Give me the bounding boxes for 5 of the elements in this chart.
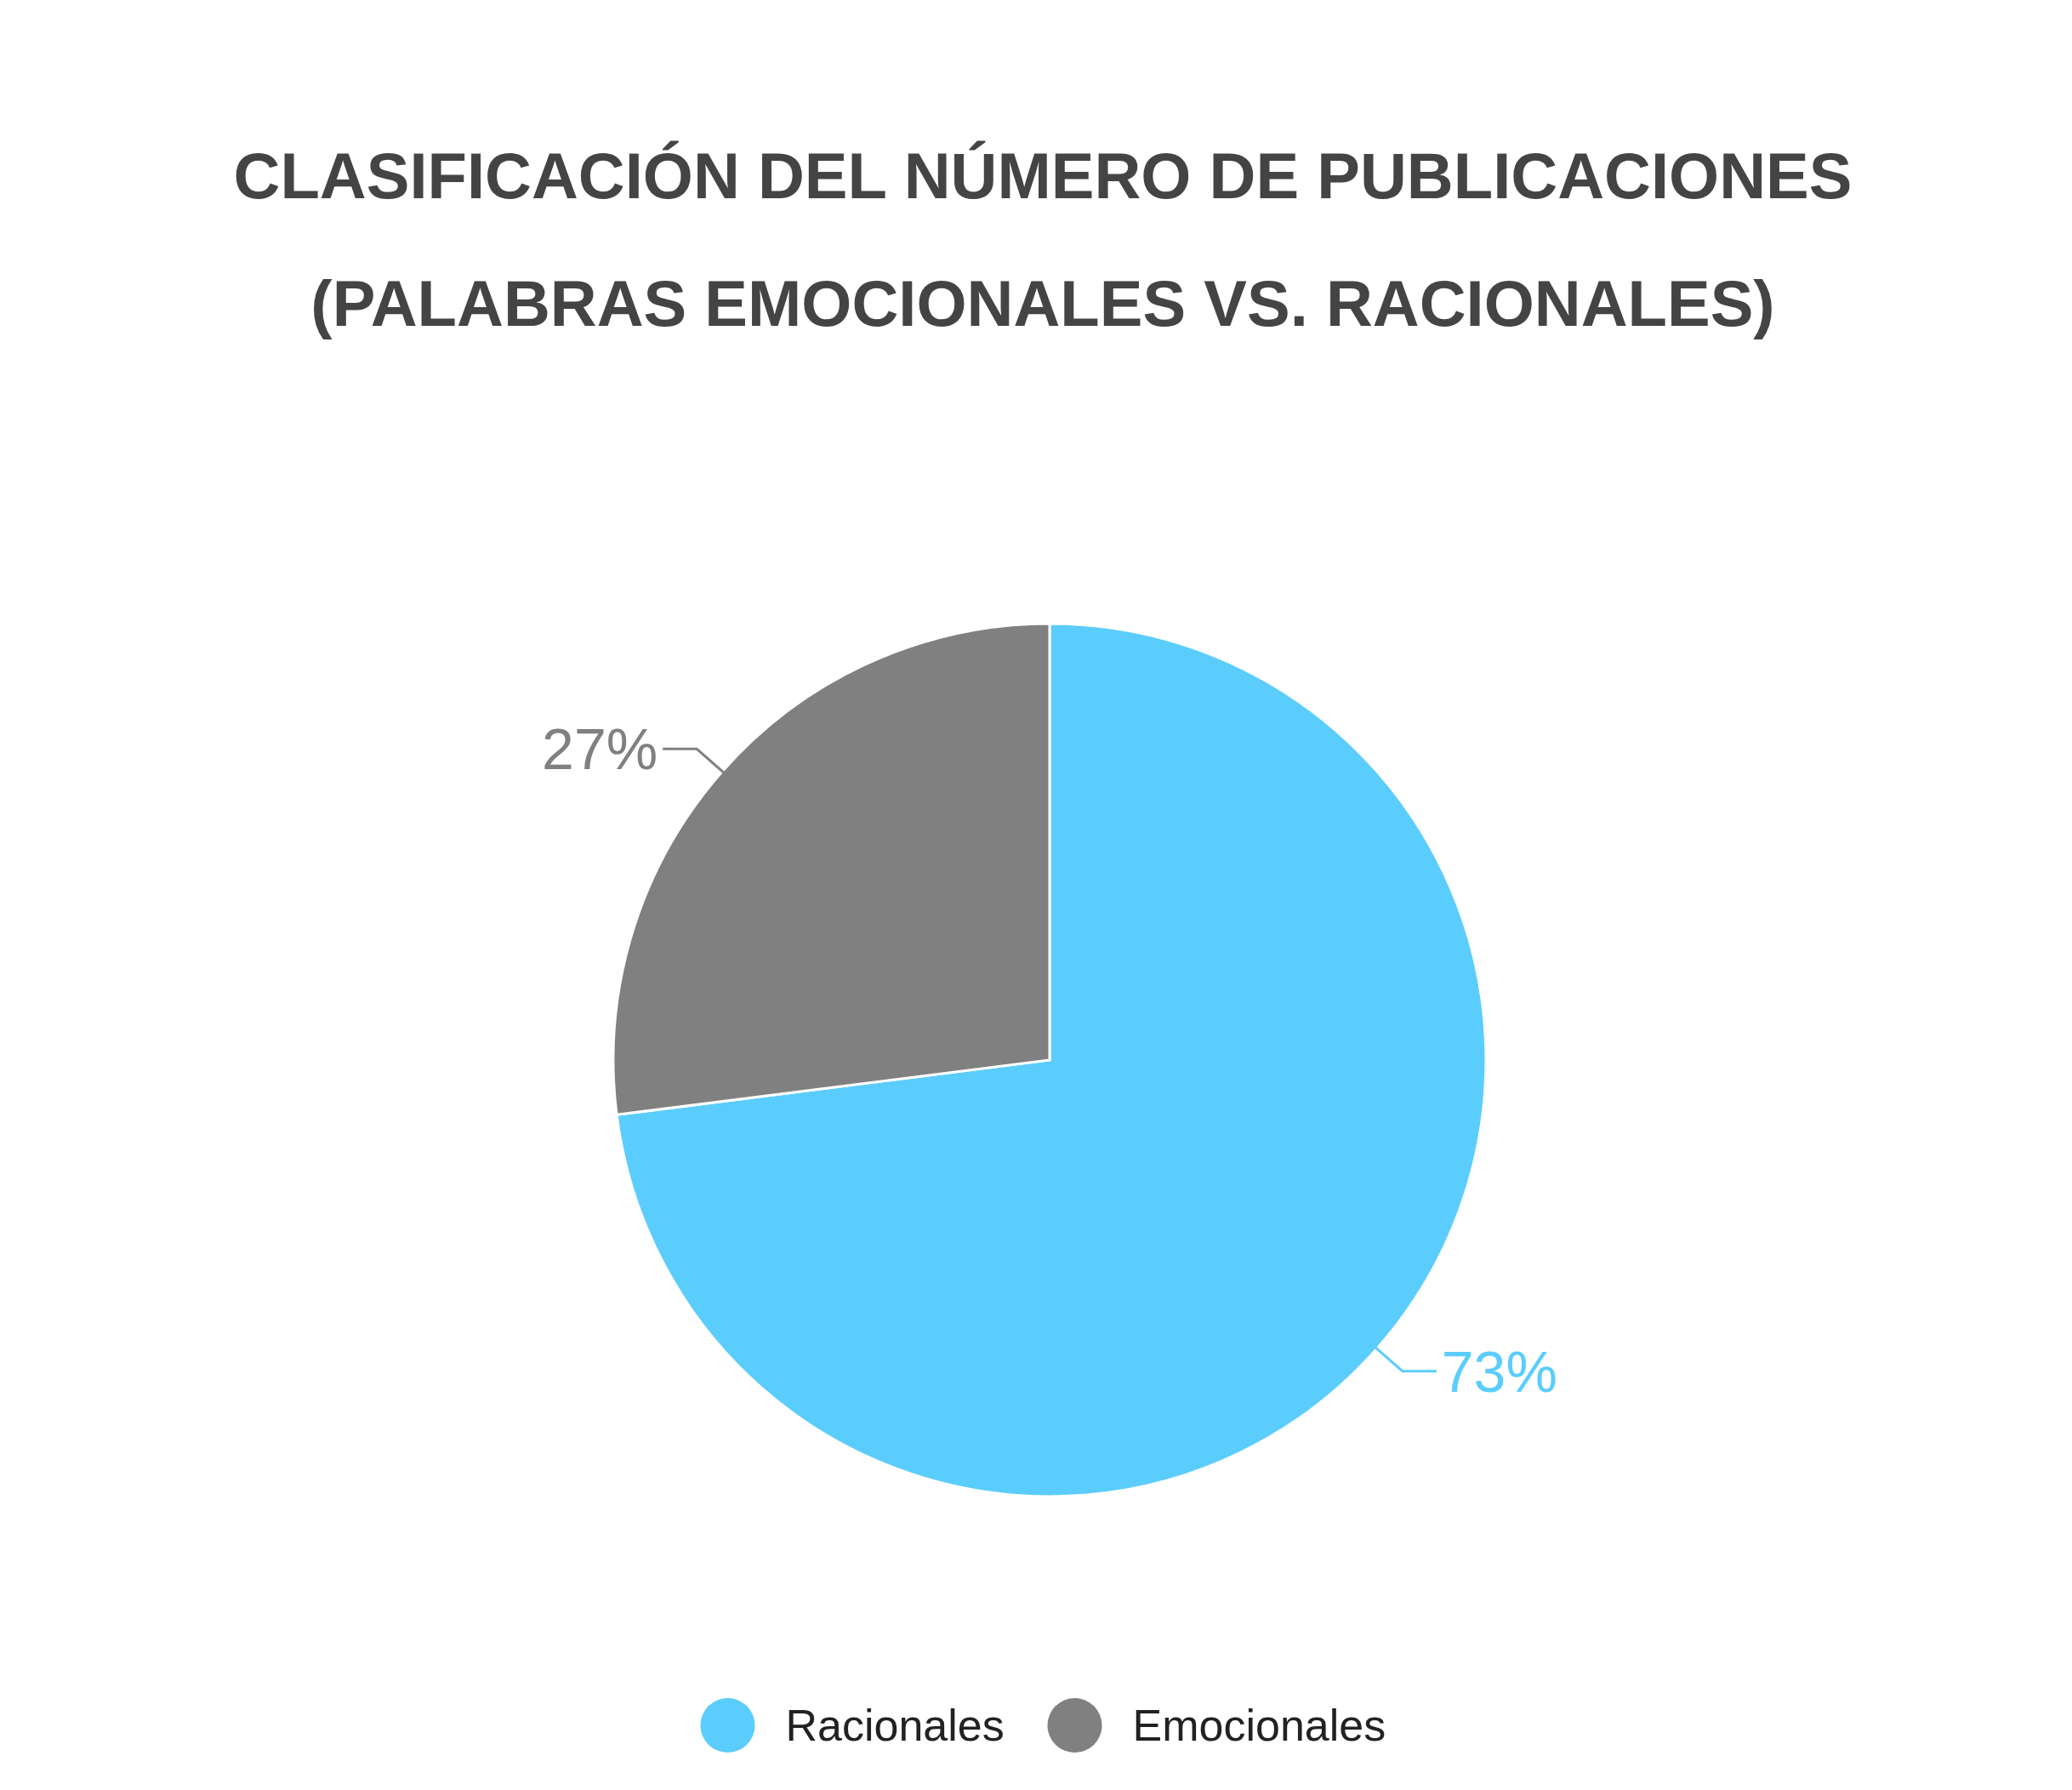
chart-title: CLASIFICACIÓN DEL NÚMERO DE PUBLICACIONES (PALABRAS EMOCIONALES VS. RACIONALES) — [233, 140, 1853, 339]
data-label: 27% — [542, 716, 658, 782]
data-label: 73% — [1441, 1338, 1557, 1404]
legend-label: Racionales — [785, 1701, 1005, 1750]
legend-label: Emocionales — [1132, 1701, 1386, 1750]
